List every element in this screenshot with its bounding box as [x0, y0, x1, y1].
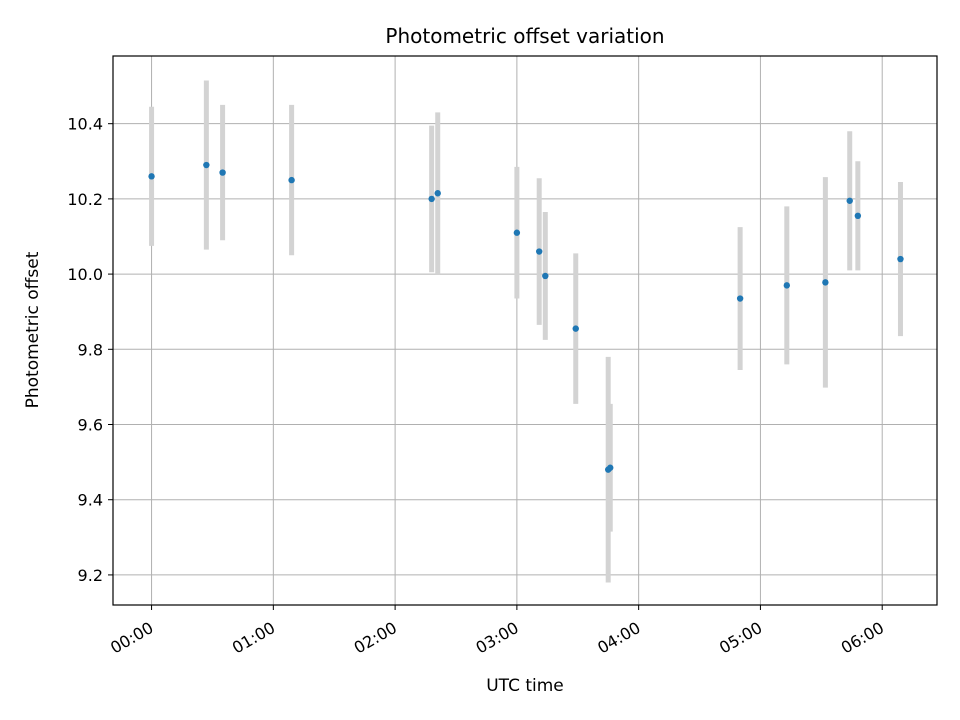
data-point — [434, 190, 441, 197]
y-axis-title: Photometric offset — [23, 251, 43, 408]
data-point — [572, 325, 579, 332]
data-point — [219, 169, 226, 176]
data-point — [822, 279, 829, 286]
data-point — [148, 173, 155, 180]
y-tick-label: 9.8 — [78, 340, 103, 359]
data-point — [536, 248, 543, 255]
y-tick-label: 9.6 — [78, 416, 103, 435]
plot-frame — [112, 55, 938, 606]
grid — [113, 56, 937, 605]
chart-title: Photometric offset variation — [385, 24, 664, 48]
data-point — [542, 272, 549, 280]
data-points — [148, 161, 904, 473]
y-tick-label: 9.2 — [78, 566, 103, 585]
data-point — [897, 255, 904, 263]
data-point — [288, 176, 295, 184]
data-point — [846, 197, 853, 204]
data-point — [736, 295, 744, 302]
data-point — [607, 464, 614, 471]
y-tick-label: 10.2 — [67, 190, 103, 209]
y-tick-label: 9.4 — [78, 491, 103, 510]
data-point — [854, 212, 862, 220]
y-axis: 9.2 9.4 9.6 9.8 10.0 10.2 10.4 — [67, 115, 113, 585]
data-point — [203, 161, 210, 169]
data-point — [783, 282, 791, 289]
y-tick-label: 10.0 — [67, 265, 103, 284]
y-tick-label: 10.4 — [67, 115, 103, 134]
x-axis-title: UTC time — [486, 676, 564, 696]
data-point — [513, 229, 521, 236]
data-point — [428, 195, 435, 203]
